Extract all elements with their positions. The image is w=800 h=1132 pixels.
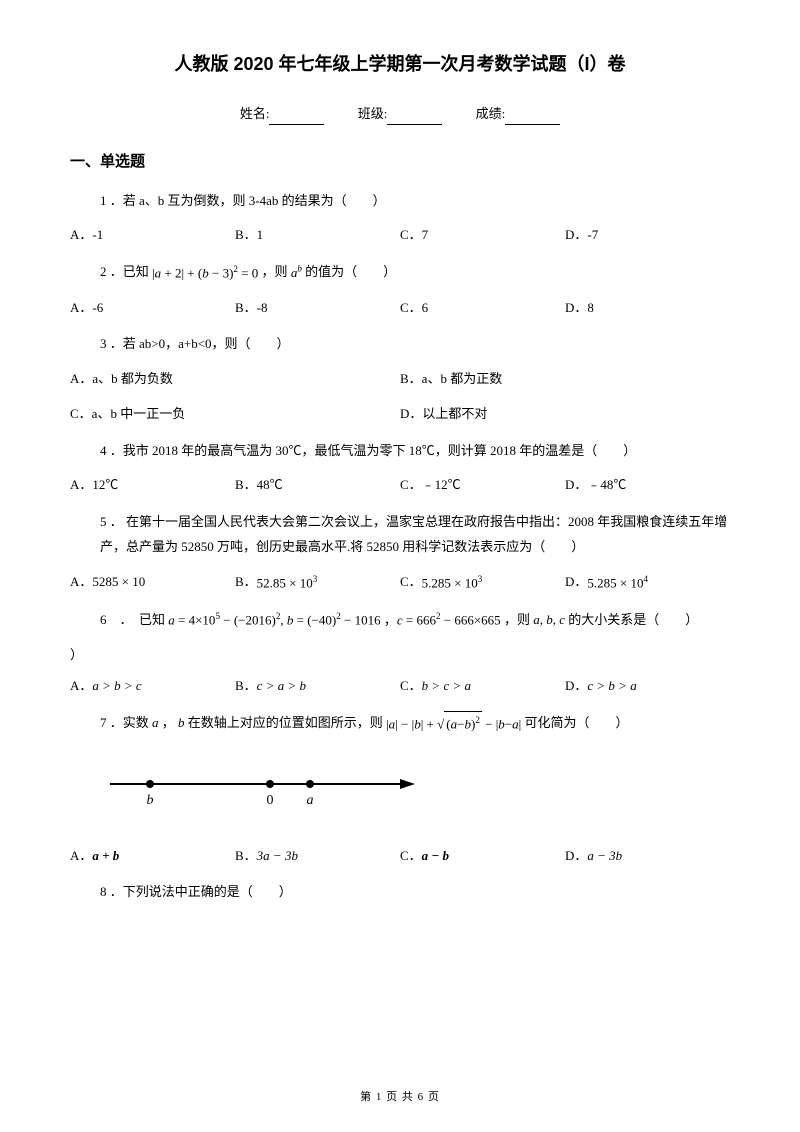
q7-comma: ， — [162, 715, 175, 730]
q6-abc: a, b, c — [533, 608, 565, 633]
q4-opt-c: C．﹣12℃ — [400, 475, 565, 496]
q2-suffix: 的值为（ ） — [305, 264, 396, 279]
q6-opt-d: D．c > b > a — [565, 676, 730, 697]
svg-text:a: a — [307, 793, 314, 808]
q1-opt-b: B．1 — [235, 225, 400, 246]
q3-opt-a: A．a、b 都为负数 — [70, 369, 400, 390]
q1-opt-d: D．-7 — [565, 225, 730, 246]
page-footer: 第 1 页 共 6 页 — [0, 1089, 800, 1107]
q6-formula-a: a = 4×105 − (−2016)2, b = (−40)2 − 1016 — [168, 608, 380, 633]
number-line-diagram: b 0 a — [100, 764, 420, 814]
q5-d-formula: 5.285 × 104 — [587, 572, 648, 594]
q4-opt-b: B．48℃ — [235, 475, 400, 496]
q5-c-formula: 5.285 × 103 — [422, 572, 483, 594]
student-info-line: 姓名: 班级: 成绩: — [70, 104, 730, 125]
question-4: 4 ．我市 2018 年的最高气温为 30℃，最低气温为零下 18℃，则计算 2… — [100, 439, 730, 464]
q1-opt-a: A．-1 — [70, 225, 235, 246]
q7-opt-c: C．a − b — [400, 846, 565, 867]
q7-a-formula: a + b — [92, 848, 119, 863]
q6-mid: ，则 — [504, 612, 530, 627]
q7-prefix: 7 ．实数 — [100, 715, 149, 730]
question-7: 7 ．实数 a ， b 在数轴上对应的位置如图所示，则 |a| − |b| + … — [100, 711, 730, 737]
q3-options-row2: C．a、b 中一正一负 D．以上都不对 — [70, 404, 730, 425]
q6-prefix: 6 ． 已知 — [100, 612, 165, 627]
page-title: 人教版 2020 年七年级上学期第一次月考数学试题（I）卷 — [70, 50, 730, 79]
q7-formula: |a| − |b| + √(a−b)2 − |b−a| — [386, 711, 521, 737]
q2-opt-a: A．-6 — [70, 298, 235, 319]
q7-opt-d: D．a − 3b — [565, 846, 730, 867]
q3-options-row1: A．a、b 都为负数 B．a、b 都为正数 — [70, 369, 730, 390]
q5-b-formula: 52.85 × 103 — [257, 572, 318, 594]
q6-formula-c: ，c = 6662 − 666×665 — [384, 608, 501, 633]
q3-opt-b: B．a、b 都为正数 — [400, 369, 730, 390]
name-label: 姓名: — [240, 106, 270, 121]
q7-b: b — [178, 715, 185, 730]
q5-opt-b: B．52.85 × 103 — [235, 572, 400, 594]
q7-a: a — [152, 715, 159, 730]
q5-opt-a: A．5285 × 10 — [70, 572, 235, 594]
q2-prefix: 2 ．已知 — [100, 264, 149, 279]
q2-opt-c: C．6 — [400, 298, 565, 319]
q5-opt-d: D．5.285 × 104 — [565, 572, 730, 594]
q5-options: A．5285 × 10 B．52.85 × 103 C．5.285 × 103 … — [70, 572, 730, 594]
q2-formula: |a + 2| + (b − 3)2 = 0 — [152, 261, 258, 286]
q1-opt-c: C．7 — [400, 225, 565, 246]
class-blank — [387, 110, 442, 125]
q1-options: A．-1 B．1 C．7 D．-7 — [70, 225, 730, 246]
q4-opt-d: D．﹣48℃ — [565, 475, 730, 496]
q7-suffix: 可化简为（ ） — [525, 715, 629, 730]
q7-c-formula: a − b — [422, 848, 449, 863]
q6-c-formula: b > c > a — [422, 678, 471, 693]
q7-mid: 在数轴上对应的位置如图所示，则 — [188, 715, 383, 730]
section-1-title: 一、单选题 — [70, 150, 730, 174]
q7-options: A．a + b B．3a − 3b C．a − b D．a − 3b — [70, 846, 730, 867]
question-1: 1 ．若 a、b 互为倒数，则 3-4ab 的结果为（ ） — [100, 189, 730, 214]
q6-suffix: 的大小关系是（ ） — [568, 612, 698, 627]
q3-opt-c: C．a、b 中一正一负 — [70, 404, 400, 425]
q7-d-formula: a − 3b — [587, 848, 622, 863]
q3-opt-d: D．以上都不对 — [400, 404, 730, 425]
question-6: 6 ． 已知 a = 4×105 − (−2016)2, b = (−40)2 … — [100, 608, 730, 634]
q2-opt-b: B．-8 — [235, 298, 400, 319]
q6-d-formula: c > b > a — [587, 678, 636, 693]
score-label: 成绩: — [476, 106, 506, 121]
score-blank — [505, 110, 560, 125]
question-8: 8 ．下列说法中正确的是（ ） — [100, 880, 730, 905]
question-2: 2 ．已知 |a + 2| + (b − 3)2 = 0 ，则 ab 的值为（ … — [100, 260, 730, 286]
svg-text:b: b — [147, 793, 154, 808]
q6-opt-a: A．a > b > c — [70, 676, 235, 697]
q2-formula2: ab — [291, 261, 302, 286]
q6-b-formula: c > a > b — [257, 678, 306, 693]
q6-opt-c: C．b > c > a — [400, 676, 565, 697]
q5-a-formula: 5285 × 10 — [92, 572, 145, 593]
q4-opt-a: A．12℃ — [70, 475, 235, 496]
q4-options: A．12℃ B．48℃ C．﹣12℃ D．﹣48℃ — [70, 475, 730, 496]
q2-mid: ，则 — [262, 264, 288, 279]
q7-b-formula: 3a − 3b — [257, 848, 298, 863]
name-blank — [269, 110, 324, 125]
question-5: 5 ． 在第十一届全国人民代表大会第二次会议上，温家宝总理在政府报告中指出：20… — [100, 510, 730, 559]
svg-text:0: 0 — [267, 793, 274, 808]
q2-options: A．-6 B．-8 C．6 D．8 — [70, 298, 730, 319]
q7-opt-b: B．3a − 3b — [235, 846, 400, 867]
q6-a-formula: a > b > c — [92, 678, 141, 693]
q6-opt-b: B．c > a > b — [235, 676, 400, 697]
question-3: 3 ．若 ab>0，a+b<0，则（ ） — [100, 332, 730, 357]
q2-opt-d: D．8 — [565, 298, 730, 319]
exam-page: 人教版 2020 年七年级上学期第一次月考数学试题（I）卷 姓名: 班级: 成绩… — [0, 0, 800, 1132]
class-label: 班级: — [358, 106, 388, 121]
q6-options: A．a > b > c B．c > a > b C．b > c > a D．c … — [70, 676, 730, 697]
q7-opt-a: A．a + b — [70, 846, 235, 867]
q5-opt-c: C．5.285 × 103 — [400, 572, 565, 594]
